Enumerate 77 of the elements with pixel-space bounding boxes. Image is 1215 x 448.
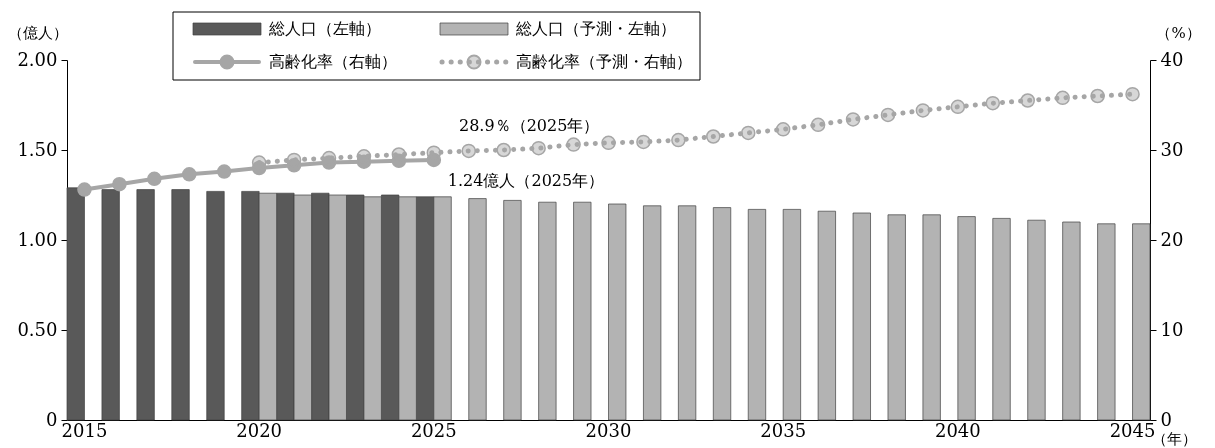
point — [391, 153, 407, 169]
annotation: 1.24億人（2025年） — [447, 170, 605, 190]
bar — [992, 218, 1011, 421]
y2-axis-title: （%） — [1156, 23, 1201, 42]
bar — [922, 214, 941, 421]
annotation: 28.9％（2025年） — [459, 116, 600, 135]
bar — [747, 209, 767, 421]
y2-tick-label: 30 — [1160, 138, 1184, 160]
legend-label: 総人口（予測・左軸） — [515, 19, 676, 38]
point — [1125, 86, 1140, 102]
point — [810, 117, 826, 133]
y-tick-label: 0.50 — [17, 318, 58, 340]
bar — [782, 209, 801, 421]
bar — [817, 210, 836, 421]
point — [601, 135, 616, 151]
bar — [1027, 219, 1046, 421]
point — [671, 132, 686, 148]
point — [1090, 88, 1105, 104]
bar — [957, 216, 976, 421]
y-tick-label: 1.00 — [17, 228, 58, 250]
point — [426, 152, 442, 168]
point — [216, 164, 232, 179]
bar — [573, 201, 592, 421]
bar — [66, 187, 85, 421]
y-tick-label: 2.00 — [17, 48, 58, 70]
bar — [468, 198, 487, 421]
point — [740, 125, 756, 141]
x-tick-label: 2035 — [760, 419, 807, 441]
bar — [608, 203, 627, 421]
point — [77, 182, 92, 197]
point — [461, 143, 477, 159]
y-axis-title: （億人） — [7, 23, 68, 42]
bar — [678, 205, 697, 421]
point — [636, 134, 651, 150]
point — [1020, 93, 1035, 108]
x-tick-label: 2040 — [934, 419, 981, 441]
point — [566, 137, 581, 152]
bar — [206, 191, 225, 421]
x-tick-label: 2045 — [1109, 419, 1156, 441]
point — [496, 142, 511, 158]
point — [531, 140, 546, 156]
point — [775, 122, 791, 137]
point — [915, 103, 931, 118]
legend-label: 高齢化率（右軸） — [269, 52, 397, 71]
y2-tick-label: 0 — [1160, 408, 1172, 430]
bar — [712, 207, 732, 421]
bar — [503, 200, 522, 421]
x-tick-label: 2015 — [61, 419, 108, 441]
bar — [136, 189, 155, 421]
point — [845, 112, 861, 127]
y2-tick-label: 10 — [1160, 318, 1184, 340]
legend-label: 高齢化率（予測・右軸） — [516, 52, 692, 71]
y2-tick-label: 20 — [1160, 228, 1184, 250]
legend-label: 総人口（左軸） — [268, 19, 381, 38]
point — [880, 107, 896, 123]
bar — [171, 189, 190, 421]
x-tick-label: 2020 — [236, 419, 283, 441]
bar — [101, 189, 120, 421]
bar — [1132, 223, 1151, 421]
point — [706, 129, 721, 144]
point — [112, 176, 127, 192]
bar — [1062, 221, 1081, 421]
bar — [643, 205, 662, 421]
y-tick-label: 0 — [46, 408, 58, 430]
x-tick-label: 2030 — [585, 419, 632, 441]
point — [147, 171, 162, 187]
x-tick-label: 2025 — [410, 419, 457, 441]
y-tick-label: 1.50 — [17, 138, 58, 160]
point — [182, 167, 197, 182]
bar — [538, 201, 557, 421]
point — [985, 95, 1001, 111]
point — [950, 99, 966, 115]
bar — [1097, 223, 1116, 421]
y2-tick-label: 40 — [1160, 48, 1184, 70]
point — [1055, 90, 1070, 106]
bar — [852, 212, 871, 421]
bar — [887, 214, 906, 421]
